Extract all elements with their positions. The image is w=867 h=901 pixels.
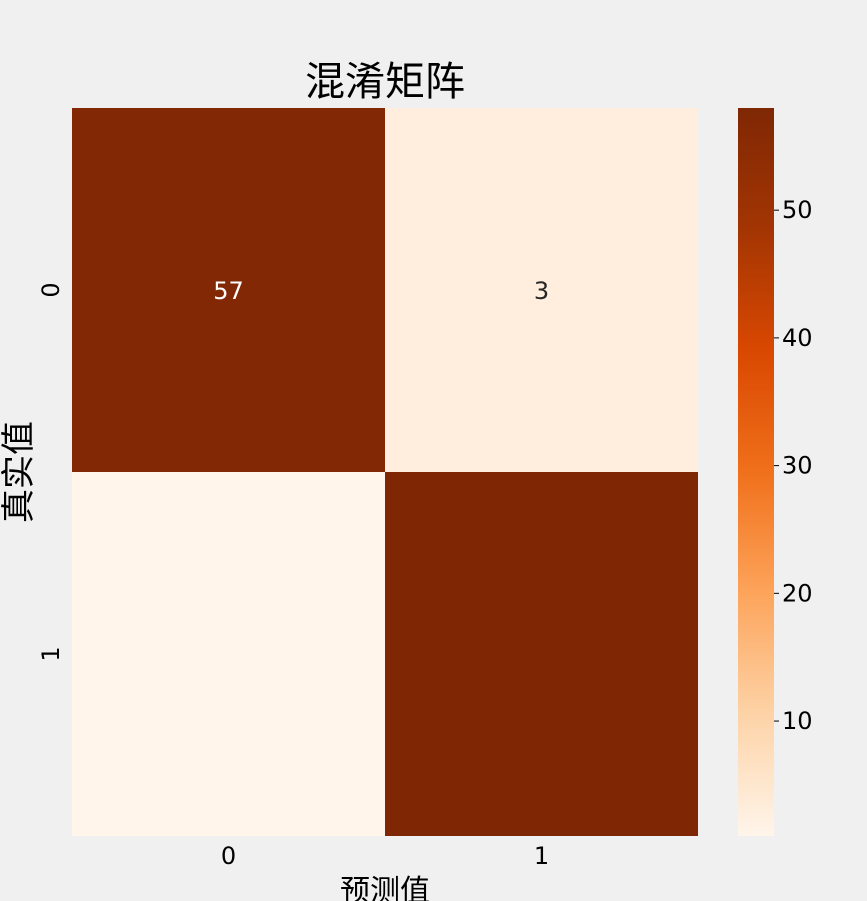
heatmap-cells <box>72 108 698 836</box>
colorbar-tick-labels: 10 20 30 40 50 <box>774 196 813 735</box>
colorbar-tick-label-40: 40 <box>782 324 813 352</box>
x-tick-label-0: 0 <box>221 842 236 870</box>
cell-value-label-0-1: 3 <box>534 277 549 305</box>
x-axis-label: 预测值 <box>340 874 430 901</box>
heatmap-cell-1-1 <box>385 472 698 836</box>
y-tick-label-1: 1 <box>37 646 65 661</box>
colorbar <box>738 108 774 836</box>
y-axis-label: 真实值 <box>0 421 39 523</box>
colorbar-tick-label-30: 30 <box>782 452 813 480</box>
colorbar-tick-label-50: 50 <box>782 196 813 224</box>
y-tick-label-0: 0 <box>37 282 65 297</box>
heatmap-cell-0-1 <box>385 108 698 472</box>
cell-labels: 57 3 <box>213 277 549 305</box>
y-tick-labels: 01 <box>37 282 65 661</box>
colorbar-tick-label-20: 20 <box>782 579 813 607</box>
chart-title: 混淆矩阵 <box>305 59 465 105</box>
colorbar-tick-label-10: 10 <box>782 707 813 735</box>
x-tick-label-1: 1 <box>534 842 549 870</box>
heatmap-cell-0-0 <box>72 108 385 472</box>
heatmap-cell-1-0 <box>72 472 385 836</box>
cell-value-label-0-0: 57 <box>213 277 244 305</box>
